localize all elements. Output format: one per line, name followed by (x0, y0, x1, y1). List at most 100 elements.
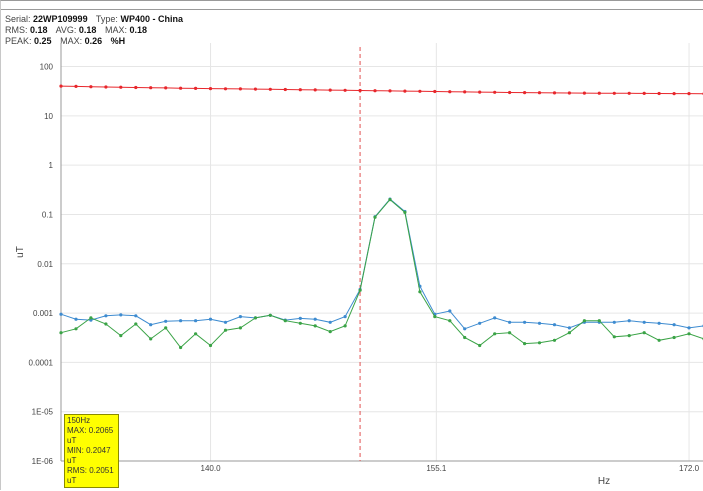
data-point (448, 309, 452, 313)
y-tick-label: 1E-05 (32, 408, 54, 417)
info-row-device: Serial: 22WP109999 Type: WP400 - China (5, 14, 189, 25)
data-point (149, 86, 153, 90)
rms-value: 0.18 (30, 25, 48, 35)
y-tick-label: 1E-06 (32, 457, 54, 466)
data-point (508, 90, 512, 95)
data-point (403, 89, 407, 93)
data-point (627, 334, 631, 338)
data-point (552, 91, 557, 95)
data-point (328, 88, 332, 92)
x-tick-label: 172.0 (679, 464, 700, 473)
type-value: WP400 - China (120, 14, 183, 24)
data-point (74, 327, 78, 331)
data-point (179, 86, 183, 90)
data-point (119, 85, 123, 89)
cursor-tooltip: 150Hz MAX: 0.2065 uT MIN: 0.2047 uT RMS:… (64, 414, 119, 488)
data-point (463, 335, 467, 340)
data-point (119, 334, 123, 338)
data-point (104, 322, 108, 326)
data-point (612, 91, 616, 95)
data-point (597, 91, 601, 95)
data-point (448, 90, 452, 94)
data-point (104, 314, 108, 318)
data-point (523, 320, 527, 324)
data-point (134, 322, 138, 326)
data-point (164, 319, 168, 323)
data-point (283, 87, 287, 92)
data-point (328, 330, 332, 334)
x-tick-label: 140.0 (201, 464, 222, 473)
data-point (298, 88, 302, 92)
series-lines (59, 84, 703, 350)
data-point (552, 323, 557, 327)
data-point (403, 210, 407, 214)
data-point (328, 320, 332, 324)
peak-label: PEAK: (5, 36, 32, 46)
y-tick-labels: 100 10 1 0.1 0.01 0.001 0.0001 1E-05 1E-06 (29, 63, 54, 466)
data-point (313, 88, 317, 92)
data-point (523, 91, 527, 95)
avg-value: 0.18 (78, 25, 97, 35)
y-tick-label: 100 (40, 63, 54, 72)
data-point (194, 332, 198, 336)
data-point (238, 326, 242, 330)
data-point (433, 89, 437, 94)
data-point (298, 321, 302, 325)
data-point (582, 91, 587, 95)
avg-label: AVG: (55, 25, 77, 35)
data-point (612, 335, 616, 339)
data-point (208, 317, 213, 321)
x-axis-label: Hz (598, 476, 610, 487)
data-point (687, 326, 691, 330)
data-point (104, 85, 108, 89)
tooltip-rms: RMS: 0.2051 uT (67, 466, 114, 485)
data-point (672, 92, 676, 96)
data-point (642, 320, 646, 324)
data-point (463, 90, 467, 94)
data-point (657, 321, 661, 325)
data-point (179, 345, 183, 350)
data-point (672, 323, 676, 327)
data-point (164, 86, 168, 90)
grid (61, 43, 703, 462)
data-point (223, 328, 228, 332)
data-point (268, 313, 272, 317)
data-point (268, 87, 272, 91)
serial-value: 22WP109999 (33, 14, 88, 24)
data-point (223, 87, 228, 91)
data-point (508, 320, 512, 324)
data-point (388, 89, 392, 93)
tooltip-min: MIN: 0.2047 uT (67, 446, 111, 465)
data-point (194, 319, 198, 323)
x-tick-labels: 140.0 155.1 172.0 (201, 464, 700, 473)
info-row-stats: RMS: 0.18 AVG: 0.18 MAX: 0.18 (5, 25, 189, 36)
data-point (657, 338, 661, 342)
data-point (388, 198, 392, 202)
data-point (478, 321, 482, 325)
data-point (89, 318, 93, 322)
data-point (208, 87, 213, 91)
data-point (164, 326, 168, 330)
data-point (119, 313, 123, 317)
data-point (194, 86, 198, 90)
data-point (567, 331, 572, 335)
data-point (687, 92, 691, 96)
data-point (523, 342, 527, 346)
y-tick-label: 0.001 (33, 309, 54, 318)
data-point (508, 331, 512, 335)
peak-value: 0.25 (34, 36, 52, 46)
data-point (208, 343, 213, 348)
data-point (59, 84, 63, 88)
data-point (238, 315, 242, 319)
data-point (313, 317, 317, 321)
data-point (373, 215, 377, 219)
data-point (597, 319, 601, 323)
data-point (358, 288, 362, 292)
max-label: MAX: (104, 25, 127, 35)
data-point (493, 332, 497, 336)
data-point (358, 88, 362, 93)
data-point (552, 338, 557, 342)
tooltip-frequency: 150Hz (67, 416, 91, 425)
